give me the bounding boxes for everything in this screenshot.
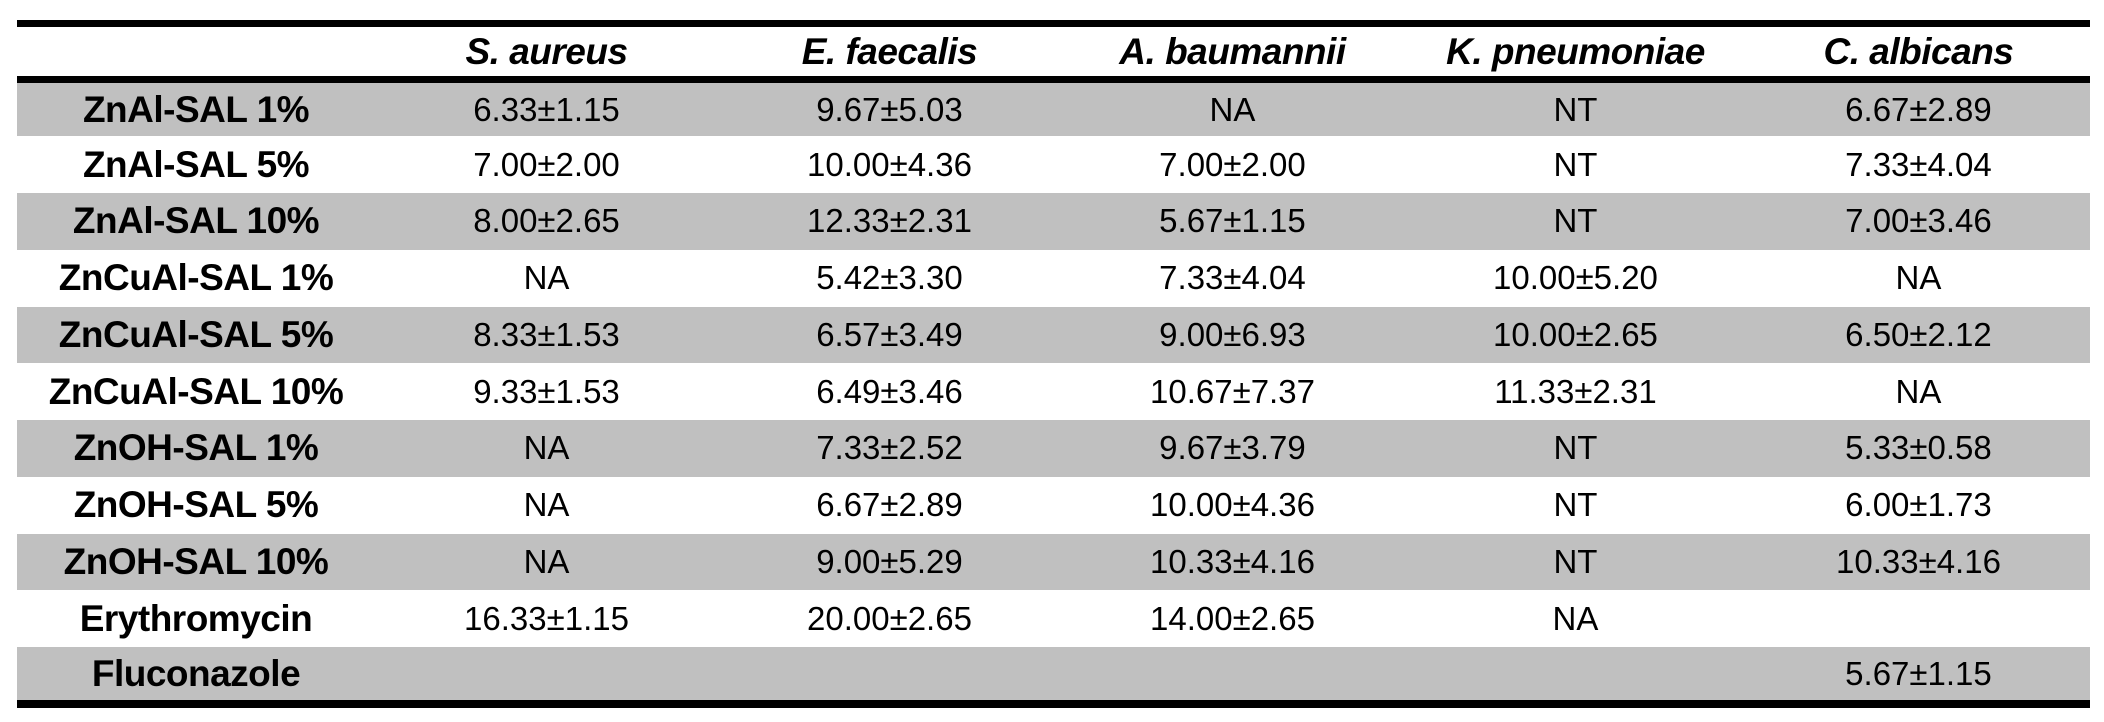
table-cell: 10.33±4.16 <box>1150 543 1315 580</box>
table-cell: NT <box>1553 486 1598 524</box>
table-row-erythromycin: Erythromycin 16.33±1.15 20.00±2.65 14.00… <box>17 590 2090 648</box>
table-cell: 7.00±2.00 <box>473 145 620 183</box>
table-cell: 14.00±2.65 <box>1150 599 1315 637</box>
table-cell: NA <box>523 486 570 524</box>
table-cell: 10.00±4.36 <box>1150 486 1315 524</box>
table-row-znoh-sal-10: ZnOH-SAL 10% NA 9.00±5.29 10.33±4.16 NT … <box>17 533 2090 591</box>
table-cell: NT <box>1553 429 1598 467</box>
table-cell: NT <box>1553 202 1598 240</box>
table-cell <box>375 647 718 704</box>
row-label: ZnAl-SAL 1% <box>82 88 310 130</box>
table-cell: NT <box>1553 145 1598 183</box>
table-row-zncual-sal-10: ZnCuAl-SAL 10% 9.33±1.53 6.49±3.46 10.67… <box>17 363 2090 421</box>
table-cell: 6.49±3.46 <box>816 372 963 410</box>
table-cell: 5.42±3.30 <box>816 259 963 297</box>
row-label: ZnAl-SAL 10% <box>72 200 320 242</box>
table-cell: 5.33±0.58 <box>1845 429 1992 467</box>
table-row-znal-sal-10: ZnAl-SAL 10% 8.00±2.65 12.33±2.31 5.67±1… <box>17 193 2090 250</box>
table-row-znoh-sal-1: ZnOH-SAL 1% NA 7.33±2.52 9.67±3.79 NT 5.… <box>17 420 2090 477</box>
table-row-fluconazole: Fluconazole 5.67±1.15 <box>17 647 2090 704</box>
table-cell: 16.33±1.15 <box>464 599 629 637</box>
table-cell: 9.33±1.53 <box>473 372 620 410</box>
table-cell: 5.67±1.15 <box>1845 654 1992 692</box>
table-cell: 6.57±3.49 <box>816 315 963 353</box>
row-label: ZnCuAl-SAL 1% <box>58 257 334 299</box>
row-label: ZnCuAl-SAL 10% <box>48 370 344 412</box>
table-cell <box>1404 647 1747 704</box>
table-cell: 6.67±2.89 <box>1845 90 1992 128</box>
table-cell: 9.00±5.29 <box>816 543 963 580</box>
table-header: S. aureus E. faecalis A. baumannii K. pn… <box>17 23 2090 83</box>
table-cell: NA <box>1895 259 1942 297</box>
table-cell: 20.00±2.65 <box>807 599 972 637</box>
antimicrobial-activity-table: S. aureus E. faecalis A. baumannii K. pn… <box>17 20 2090 708</box>
table-cell: 6.50±2.12 <box>1845 315 1992 353</box>
table-body: ZnAl-SAL 1% 6.33±1.15 9.67±5.03 NA NT 6.… <box>17 79 2090 704</box>
table-cell: NA <box>1209 90 1256 128</box>
table-cell: 8.00±2.65 <box>473 202 620 240</box>
table-cell: 6.33±1.15 <box>473 90 620 128</box>
table-row-zncual-sal-1: ZnCuAl-SAL 1% NA 5.42±3.30 7.33±4.04 10.… <box>17 249 2090 307</box>
row-label: Erythromycin <box>79 597 313 639</box>
table-cell: 10.67±7.37 <box>1150 372 1315 410</box>
table-cell: NA <box>523 543 570 580</box>
table-cell: 10.00±5.20 <box>1492 259 1658 297</box>
row-label: ZnCuAl-SAL 5% <box>58 313 334 355</box>
table-row-znoh-sal-5: ZnOH-SAL 5% NA 6.67±2.89 10.00±4.36 NT 6… <box>17 476 2090 534</box>
column-header-s-aureus: S. aureus <box>375 23 718 83</box>
table-row-zncual-sal-5: ZnCuAl-SAL 5% 8.33±1.53 6.57±3.49 9.00±6… <box>17 306 2090 364</box>
header-corner-cell <box>17 23 375 83</box>
table-cell: 7.33±4.04 <box>1159 259 1306 297</box>
column-header-a-baumannii: A. baumannii <box>1060 23 1404 83</box>
table-cell: 8.33±1.53 <box>473 315 620 353</box>
table-cell: NA <box>523 429 570 467</box>
table-container: S. aureus E. faecalis A. baumannii K. pn… <box>17 20 2090 708</box>
table-cell: 7.00±3.46 <box>1845 202 1992 240</box>
table-cell: 6.67±2.89 <box>816 486 963 524</box>
table-cell: 7.33±2.52 <box>816 429 963 467</box>
table-cell: 5.67±1.15 <box>1159 202 1306 240</box>
header-row: S. aureus E. faecalis A. baumannii K. pn… <box>17 23 2090 83</box>
row-label: ZnOH-SAL 1% <box>73 427 319 469</box>
table-cell: 9.67±5.03 <box>816 90 963 128</box>
table-cell: 10.00±4.36 <box>807 145 972 183</box>
table-cell: 6.00±1.73 <box>1845 486 1992 524</box>
row-label: ZnOH-SAL 5% <box>73 484 319 526</box>
table-cell: 10.33±4.16 <box>1836 543 2001 580</box>
table-cell: 12.33±2.31 <box>807 202 972 240</box>
table-cell <box>718 647 1061 704</box>
table-cell: NT <box>1553 90 1598 128</box>
row-label: ZnOH-SAL 10% <box>63 541 329 582</box>
table-cell: 11.33±2.31 <box>1494 372 1657 410</box>
table-cell: 10.00±2.65 <box>1492 315 1658 353</box>
table-cell: NT <box>1553 543 1598 580</box>
table-cell <box>1747 590 2090 647</box>
table-cell: NA <box>523 259 570 297</box>
column-header-c-albicans: C. albicans <box>1746 23 2090 83</box>
row-label: ZnAl-SAL 5% <box>82 143 310 185</box>
row-label: Fluconazole <box>91 652 301 694</box>
table-cell <box>1061 647 1404 704</box>
column-header-e-faecalis: E. faecalis <box>717 23 1061 83</box>
table-cell: 9.67±3.79 <box>1159 429 1306 467</box>
table-row-znal-sal-5: ZnAl-SAL 5% 7.00±2.00 10.00±4.36 7.00±2.… <box>17 136 2090 194</box>
table-row-znal-sal-1: ZnAl-SAL 1% 6.33±1.15 9.67±5.03 NA NT 6.… <box>17 79 2090 137</box>
table-cell: 9.00±6.93 <box>1159 315 1306 353</box>
table-cell: 7.33±4.04 <box>1845 145 1992 183</box>
table-cell: NA <box>1895 372 1942 410</box>
column-header-k-pneumoniae: K. pneumoniae <box>1403 23 1747 83</box>
table-cell: NA <box>1552 599 1599 637</box>
table-cell: 7.00±2.00 <box>1159 145 1306 183</box>
